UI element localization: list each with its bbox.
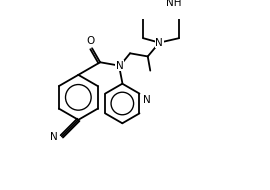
Text: N: N: [116, 61, 123, 71]
Text: N: N: [156, 38, 163, 48]
Text: N: N: [50, 132, 58, 142]
Text: O: O: [86, 36, 94, 46]
Text: N: N: [143, 95, 151, 105]
Text: NH: NH: [166, 0, 181, 9]
